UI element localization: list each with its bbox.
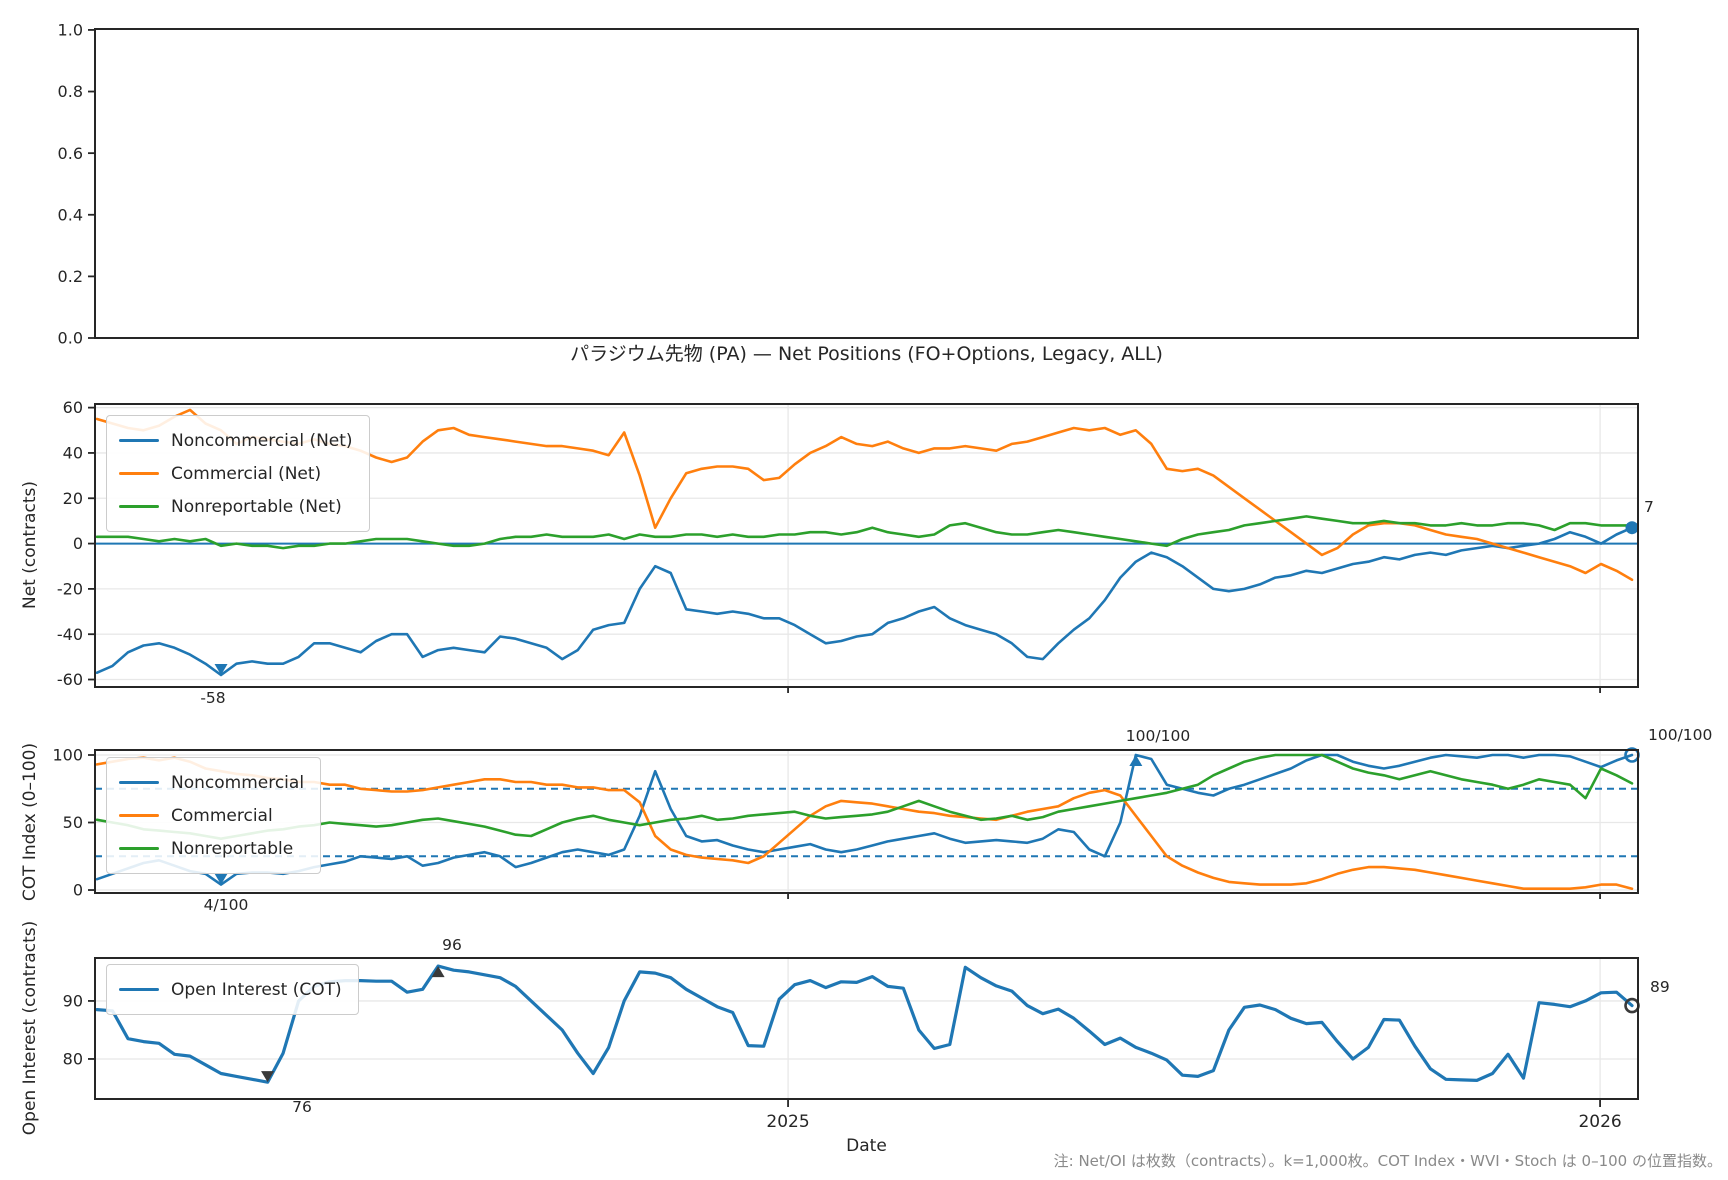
tick-label-y: 1.0 bbox=[58, 21, 83, 40]
panel-cot: 4/100 100/100 100/100 100 50 0 bbox=[52, 726, 1712, 914]
annotation-label: 89 bbox=[1650, 978, 1670, 996]
tick-label-y: 0 bbox=[73, 534, 83, 553]
x-axis-label: Date bbox=[846, 1136, 887, 1156]
marker-min bbox=[214, 663, 228, 675]
annotation-label: 76 bbox=[292, 1098, 312, 1116]
series-nonreportable bbox=[95, 753, 1634, 841]
series-nonreportable-net- bbox=[95, 515, 1634, 550]
legend-net: Noncommercial (Net) Commercial (Net) Non… bbox=[106, 415, 370, 532]
marker-min bbox=[214, 873, 228, 885]
tick-label-y: 20 bbox=[63, 489, 83, 508]
tick-label-y: 0.6 bbox=[58, 144, 83, 163]
panel-empty: 1.0 0.8 0.6 0.4 0.2 0.0 bbox=[58, 21, 1639, 348]
axes-frame bbox=[94, 403, 1639, 688]
tick-label-y: 0.0 bbox=[58, 329, 83, 348]
tick-label-y: 40 bbox=[63, 444, 83, 463]
tick-label-y: -60 bbox=[57, 670, 83, 689]
tick-label-x: 2026 bbox=[1578, 1112, 1621, 1132]
legend-item: Nonreportable bbox=[119, 832, 304, 865]
annotation-label: 100/100 bbox=[1126, 727, 1190, 745]
legend-item: Noncommercial (Net) bbox=[119, 424, 353, 457]
legend-swatch-commercial-net bbox=[119, 471, 159, 476]
tick-label-y: 0 bbox=[73, 881, 83, 900]
marker-max bbox=[431, 966, 445, 978]
tick-label-y: -40 bbox=[57, 625, 83, 644]
annotation-label: 4/100 bbox=[204, 896, 249, 914]
tick-label-y: 60 bbox=[63, 398, 83, 417]
legend-swatch-open-interest bbox=[119, 987, 159, 992]
legend-swatch-noncommercial bbox=[119, 780, 159, 785]
legend-cot: Noncommercial Commercial Nonreportable bbox=[106, 757, 322, 874]
tick-label-y: 50 bbox=[63, 813, 83, 832]
annotation-label: 7 bbox=[1644, 498, 1654, 516]
cot-axis-label: COT Index (0–100) bbox=[20, 742, 40, 902]
tick-label-y: 80 bbox=[63, 1050, 83, 1069]
series-noncommercial-net- bbox=[95, 526, 1634, 677]
panel-net: -58 7 60 40 20 0 -20 -40 -60 bbox=[57, 398, 1654, 707]
legend-item: Commercial bbox=[119, 799, 304, 832]
tick-label-y: 100 bbox=[52, 746, 83, 765]
tick-label-y: 0.8 bbox=[58, 82, 83, 101]
chart-title: パラジウム先物 (PA) — Net Positions (FO+Options… bbox=[570, 343, 1163, 365]
tick-label-x: 2025 bbox=[766, 1112, 809, 1132]
series-commercial bbox=[95, 756, 1634, 891]
legend-label: Nonreportable bbox=[171, 838, 294, 859]
tick-label-y: 90 bbox=[63, 992, 83, 1011]
marker-min bbox=[261, 1071, 275, 1083]
legend-item: Open Interest (COT) bbox=[119, 973, 342, 1006]
annotation-label: -58 bbox=[200, 689, 225, 707]
legend-item: Noncommercial bbox=[119, 766, 304, 799]
legend-swatch-nonreportable bbox=[119, 846, 159, 851]
tick-label-y: 0.4 bbox=[58, 205, 83, 224]
legend-label: Open Interest (COT) bbox=[171, 979, 342, 1000]
legend-oi: Open Interest (COT) bbox=[106, 964, 359, 1015]
legend-label: Noncommercial bbox=[171, 772, 305, 793]
axes-frame bbox=[94, 957, 1639, 1100]
footnote: 注: Net/OI は枚数（contracts）。k=1,000枚。COT In… bbox=[1053, 1152, 1722, 1170]
net-axis-label: Net (contracts) bbox=[20, 481, 40, 609]
series-noncommercial bbox=[95, 753, 1634, 886]
marker-max bbox=[1129, 754, 1143, 766]
oi-axis-label: Open Interest (contracts) bbox=[20, 920, 40, 1136]
legend-label: Commercial (Net) bbox=[171, 463, 322, 484]
marker-last bbox=[1625, 521, 1639, 535]
axes-frame bbox=[94, 749, 1639, 894]
legend-swatch-commercial bbox=[119, 813, 159, 818]
legend-item: Commercial (Net) bbox=[119, 457, 353, 490]
annotation-label: 96 bbox=[442, 936, 462, 954]
legend-swatch-nonreportable-net bbox=[119, 504, 159, 509]
legend-item: Nonreportable (Net) bbox=[119, 490, 353, 523]
annotation-label: 100/100 bbox=[1648, 726, 1712, 744]
legend-label: Noncommercial (Net) bbox=[171, 430, 353, 451]
legend-label: Nonreportable (Net) bbox=[171, 496, 342, 517]
axes-frame bbox=[94, 28, 1639, 339]
tick-label-y: -20 bbox=[57, 579, 83, 598]
legend-label: Commercial bbox=[171, 805, 273, 826]
tick-label-y: 0.2 bbox=[58, 267, 83, 286]
legend-swatch-noncommercial-net bbox=[119, 438, 159, 443]
